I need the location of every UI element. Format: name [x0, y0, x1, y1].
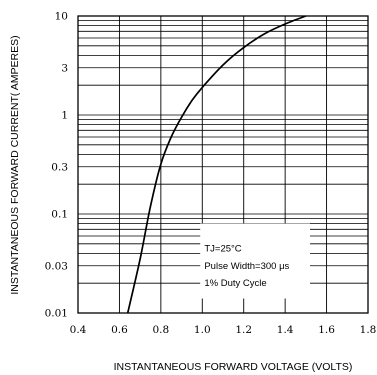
y-tick-label: 10	[55, 11, 68, 23]
x-tick-label: 1.4	[277, 324, 294, 336]
curve-layer	[126, 15, 307, 314]
annotation-duty-cycle: 1% Duty Cycle	[204, 278, 266, 289]
y-tick-label: 1	[61, 110, 68, 122]
y-tick-label: 0.3	[51, 161, 68, 173]
series-line-0	[126, 15, 307, 314]
y-axis-label: INSTANTANEOUS FORWARD CURRENT( AMPERES)	[9, 35, 21, 294]
annotation-temperature: TJ=25°C	[204, 243, 241, 254]
y-tick-label: 0.03	[45, 260, 68, 272]
annotation-pulse-width: Pulse Width=300 μs	[204, 261, 289, 272]
y-tick-label: 0.01	[45, 308, 68, 320]
y-tick-labels: 0.01 0.03 0.1 0.3 1 3 10	[45, 11, 68, 320]
x-tick-label: 1.8	[360, 324, 377, 336]
x-tick-label: 0.6	[111, 324, 128, 336]
plot-frame	[77, 15, 369, 314]
x-tick-label: 1.6	[318, 324, 335, 336]
x-tick-labels: 0.4 0.6 0.8 1.0 1.2 1.4 1.6 1.8	[70, 324, 377, 336]
x-tick-label: 1.0	[194, 324, 211, 336]
x-tick-label: 0.8	[153, 324, 170, 336]
annotation-box	[200, 223, 310, 299]
x-tick-label: 1.2	[235, 324, 252, 336]
y-tick-label: 0.1	[51, 209, 68, 221]
y-tick-label: 3	[61, 62, 68, 74]
x-axis-label: INSTANTANEOUS FORWARD VOLTAGE (VOLTS)	[114, 361, 353, 373]
x-tick-label: 0.4	[70, 324, 87, 336]
